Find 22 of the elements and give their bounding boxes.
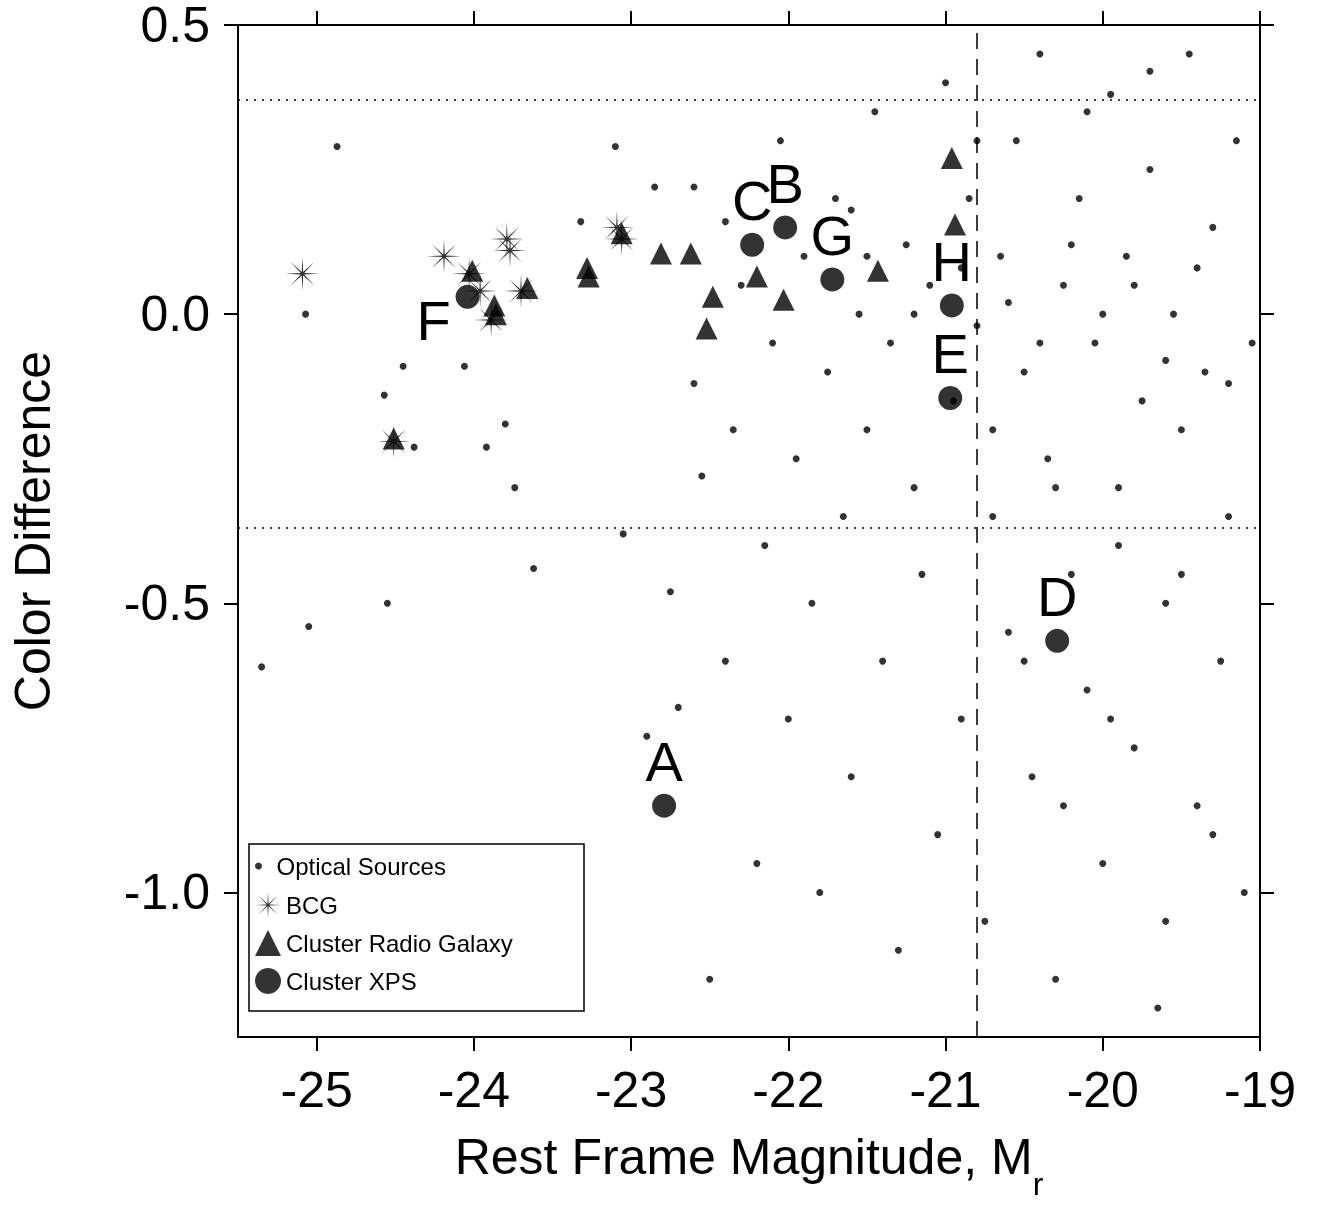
y-tick-label: -1.0 (123, 864, 210, 921)
annotation: F (416, 289, 451, 353)
y-axis-title: Color Difference (5, 350, 61, 712)
legend-label: Cluster Radio Galaxy (286, 929, 513, 957)
legend-label: Optical Sources (276, 852, 446, 880)
legend-label: Cluster XPS (286, 967, 417, 995)
annotation: D (1036, 565, 1078, 629)
x-tick-label: -20 (1066, 1062, 1139, 1118)
annotation: G (810, 203, 855, 267)
y-tick-label: -0.5 (123, 575, 210, 632)
annotation: A (645, 730, 684, 794)
y-tick-label: 0.5 (140, 0, 210, 53)
annotation: H (931, 229, 973, 293)
x-tick-label: -19 (1223, 1062, 1297, 1118)
y-tick-label: 0.0 (140, 286, 210, 343)
x-tick-label: -25 (280, 1062, 353, 1118)
legend-label: BCG (286, 891, 339, 919)
x-tick-label: -23 (594, 1062, 668, 1118)
annotation: E (931, 322, 969, 386)
x-tick-label: -24 (437, 1062, 510, 1118)
x-tick-label: -21 (909, 1062, 982, 1118)
x-tick-label: -22 (752, 1062, 825, 1118)
